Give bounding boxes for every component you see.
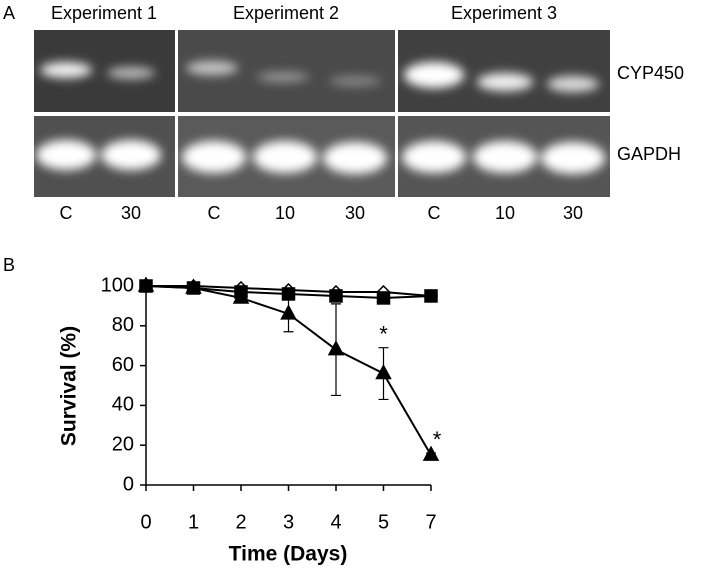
panel-label: A <box>3 3 15 23</box>
marker <box>281 287 296 301</box>
y-tick-label: 80 <box>112 314 134 336</box>
marker <box>375 363 392 380</box>
x-tick-label: 3 <box>283 511 294 533</box>
experiment-title: Experiment 1 <box>51 3 157 23</box>
lane-label: C <box>208 203 221 223</box>
x-axis-title: Time (Days) <box>229 543 348 566</box>
lane-label: C <box>60 203 73 223</box>
x-tick-label: 2 <box>235 511 246 533</box>
x-tick-label: 4 <box>330 511 341 533</box>
marker <box>327 340 345 356</box>
lane-label: 30 <box>345 203 365 223</box>
row-label: CYP450 <box>617 63 684 83</box>
y-tick-label: 40 <box>112 394 134 416</box>
marker <box>329 289 343 303</box>
y-tick-label: 60 <box>112 354 134 376</box>
marker <box>376 291 391 305</box>
gel-images <box>34 30 610 197</box>
x-tick-label: 0 <box>140 511 151 533</box>
y-axis-title: Survival (%) <box>58 326 81 446</box>
lane-label: 30 <box>563 203 583 223</box>
marker <box>422 445 440 461</box>
experiment-title: Experiment 2 <box>233 3 339 23</box>
marker <box>424 289 438 303</box>
x-tick-label: 5 <box>378 511 389 533</box>
marker <box>232 288 250 304</box>
lane-label: 10 <box>495 203 515 223</box>
lane-label: C <box>428 203 441 223</box>
y-tick-label: 20 <box>112 433 134 455</box>
marker <box>280 304 297 320</box>
experiment-title: Experiment 3 <box>451 3 557 23</box>
marker <box>137 276 155 292</box>
x-tick-label: 7 <box>425 511 436 533</box>
significance-label: * <box>433 427 442 452</box>
lane-label: 30 <box>121 203 141 223</box>
panel-label: B <box>3 255 15 275</box>
significance-label: * <box>379 322 388 347</box>
marker <box>185 278 202 294</box>
lane-label: 10 <box>275 203 295 223</box>
x-tick-label: 1 <box>188 511 199 533</box>
row-label: GAPDH <box>617 144 681 164</box>
y-tick-label: 100 <box>101 274 134 296</box>
y-tick-label: 0 <box>123 473 134 495</box>
